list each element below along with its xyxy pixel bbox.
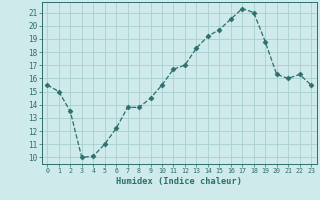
- X-axis label: Humidex (Indice chaleur): Humidex (Indice chaleur): [116, 177, 242, 186]
